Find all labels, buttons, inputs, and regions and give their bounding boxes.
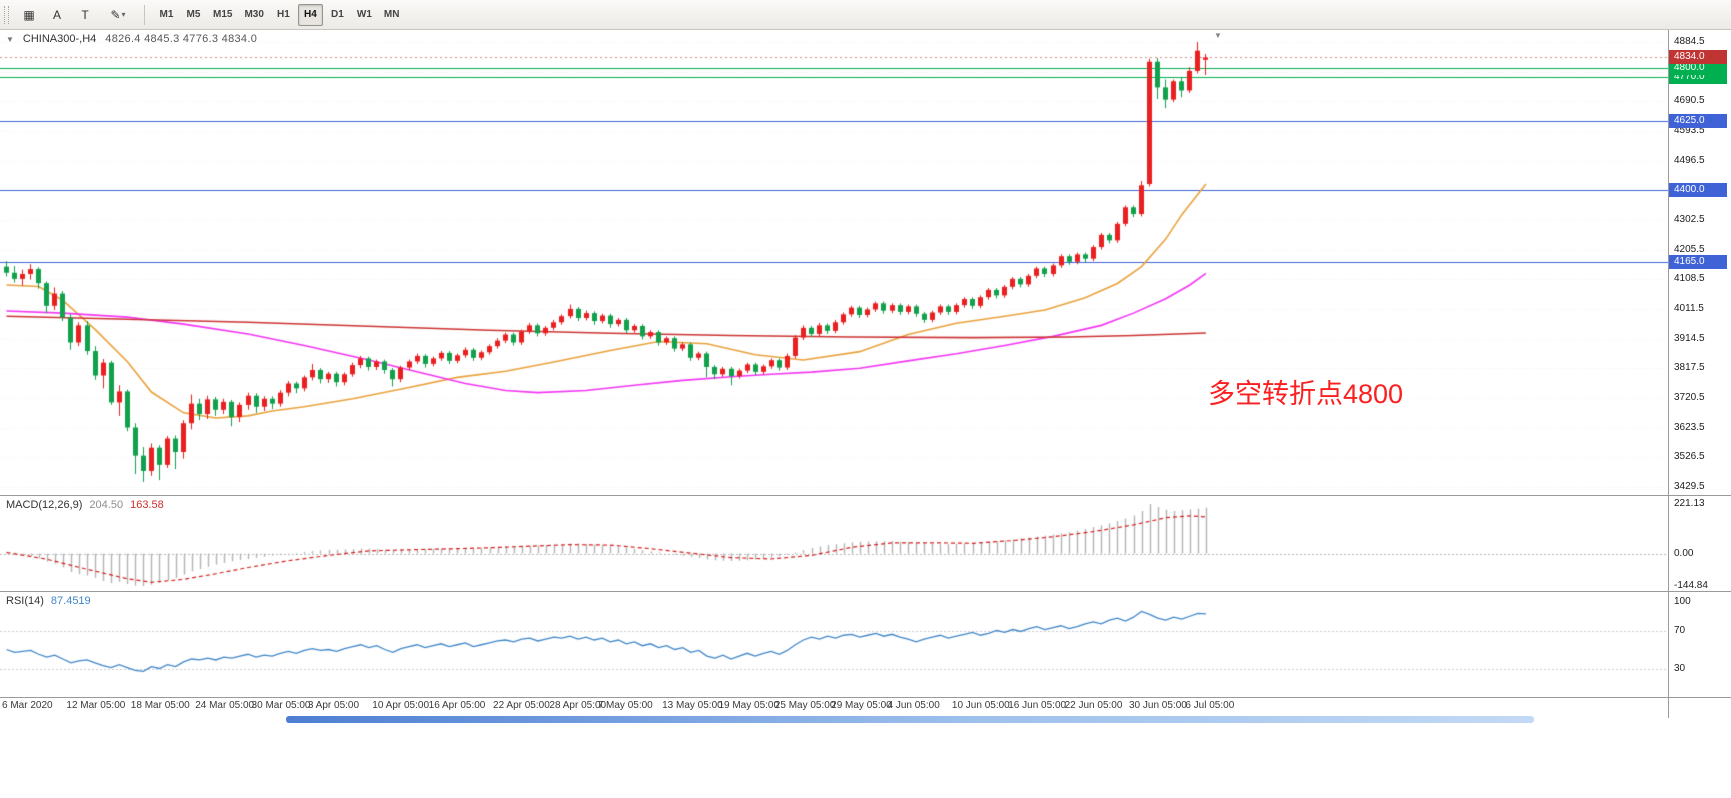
timeframe-button-h4[interactable]: H4 [297, 3, 323, 26]
axis-tick-label: 4884.5 [1674, 36, 1705, 47]
time-axis-label: 6 Mar 2020 [2, 700, 53, 711]
axis-tick-label: 4205.5 [1674, 243, 1705, 255]
axis-tick-label: 30 [1674, 662, 1686, 674]
chart-shift-marker-icon[interactable]: ▼ [1214, 31, 1222, 40]
toolbar-drag-handle[interactable] [4, 5, 9, 24]
time-axis[interactable]: 6 Mar 2020 12 Mar 05:00 18 Mar 05:00 24 Mar… [0, 698, 1668, 716]
rsi-value: 87.4519 [50, 595, 91, 607]
chart-annotation-text: 多空转折点4800 [1208, 379, 1404, 409]
time-axis-label: 16 Jun 05:00 [1008, 700, 1067, 711]
time-axis-label: 19 May 05:00 [718, 700, 780, 711]
axis-tick-label: 3526.5 [1674, 451, 1705, 463]
pencil-icon: ✎ [110, 7, 121, 22]
price-line-box: 4400.0 [1669, 183, 1727, 198]
ohlc-readout: 4826.4 4845.3 4776.3 4834.0 [105, 33, 258, 45]
macd-name-label: MACD(12,26,9) [6, 499, 83, 511]
timeframe-button-m30[interactable]: M30 [239, 4, 268, 26]
text-tool-button[interactable]: T [72, 4, 98, 26]
timeframe-group: M1 M5 M15 M30 H1 H4 D1 W1 MN [153, 3, 405, 26]
axis-tick-label: 100 [1674, 596, 1691, 607]
axis-tick-label: 3817.5 [1674, 362, 1705, 374]
axis-tick-label: 4302.5 [1674, 214, 1705, 225]
axis-tick-label: 3429.5 [1674, 481, 1705, 492]
time-axis-label: 28 Apr 05:00 [549, 700, 607, 711]
time-axis-label: 4 Jun 05:00 [887, 700, 940, 711]
time-axis-label: 7 May 05:00 [597, 700, 653, 711]
current-price-box: 4834.0 [1669, 50, 1727, 65]
cursor-tool-button[interactable]: A [44, 4, 70, 26]
axis-tick-label: 4690.5 [1674, 95, 1705, 107]
price-axis[interactable]: 4884.54787.54690.54593.54496.54399.54302… [1669, 30, 1731, 718]
timeframe-button-m1[interactable]: M1 [154, 4, 179, 26]
time-axis-label: 22 Apr 05:00 [493, 700, 550, 711]
time-axis-label: 3 Apr 05:00 [307, 700, 360, 711]
chart-windows-icon: ▦ [23, 7, 35, 22]
time-axis-label: 25 May 05:00 [774, 700, 836, 711]
macd-label: MACD(12,26,9) 204.50 163.58 [6, 499, 164, 511]
axis-tick-label: 0.00 [1674, 547, 1694, 559]
horizontal-scrollbar-thumb[interactable] [286, 716, 1534, 723]
dropdown-caret-icon: ▾ [121, 10, 126, 19]
timeframe-button-w1[interactable]: W1 [352, 4, 377, 26]
time-axis-label: 30 Jun 05:00 [1129, 700, 1187, 711]
rsi-label: RSI(14) 87.4519 [6, 595, 91, 607]
panel-separator[interactable] [0, 495, 1731, 496]
price-chart-canvas[interactable] [0, 30, 1668, 495]
chart-windows-button[interactable]: ▦ [16, 4, 42, 26]
macd-panel-canvas[interactable] [0, 496, 1668, 591]
rsi-name-label: RSI(14) [6, 595, 44, 607]
axis-separator [1668, 30, 1669, 718]
cursor-tool-icon: A [52, 7, 61, 22]
axis-tick-label: 3623.5 [1674, 421, 1705, 433]
time-axis-label: 10 Apr 05:00 [372, 700, 430, 711]
timeframe-button-mn[interactable]: MN [379, 4, 405, 26]
macd-main-value: 204.50 [89, 499, 124, 511]
macd-signal-value: 163.58 [130, 499, 164, 511]
time-axis-label: 6 Jul 05:00 [1185, 700, 1235, 711]
time-axis-label: 29 May 05:00 [831, 700, 892, 711]
chart-title-bar: ▼ CHINA300-,H4 4826.4 4845.3 4776.3 4834… [6, 33, 257, 45]
timeframe-button-h1[interactable]: H1 [271, 4, 296, 26]
panel-separator [0, 697, 1731, 698]
axis-tick-label: 3720.5 [1674, 392, 1705, 403]
draw-tool-button[interactable]: ✎ ▾ [100, 4, 136, 26]
price-line-box: 4625.0 [1669, 114, 1727, 129]
axis-tick-label: 70 [1674, 624, 1686, 636]
rsi-panel-canvas[interactable] [0, 592, 1668, 697]
price-line-box: 4165.0 [1669, 255, 1727, 270]
axis-tick-label: 4593.5 [1674, 125, 1705, 136]
time-axis-label: 22 Jun 05:00 [1064, 700, 1123, 711]
collapse-arrow-icon[interactable]: ▼ [6, 34, 14, 44]
symbol-timeframe-label: CHINA300-,H4 [22, 33, 97, 45]
time-axis-label: 12 Mar 05:00 [66, 700, 126, 711]
axis-tick-label: 4108.5 [1674, 273, 1705, 285]
toolbar-separator [144, 4, 145, 25]
panel-separator[interactable] [0, 591, 1731, 592]
timeframe-button-m15[interactable]: M15 [208, 4, 237, 26]
time-axis-label: 10 Jun 05:00 [951, 700, 1010, 711]
text-tool-icon: T [81, 7, 89, 22]
axis-tick-label: 221.13 [1674, 498, 1705, 510]
time-axis-label: 24 Mar 05:00 [195, 700, 255, 711]
main-toolbar: ▦ A T ✎ ▾ M1 M5 M15 M30 H1 H4 D1 W1 MN [0, 0, 1731, 30]
axis-tick-label: -144.84 [1674, 580, 1708, 592]
timeframe-button-m5[interactable]: M5 [181, 4, 206, 26]
axis-tick-label: 3914.5 [1674, 332, 1705, 344]
time-axis-label: 13 May 05:00 [662, 700, 723, 711]
timeframe-button-d1[interactable]: D1 [325, 4, 350, 26]
time-axis-label: 16 Apr 05:00 [428, 700, 486, 711]
axis-tick-label: 4011.5 [1674, 303, 1704, 314]
time-axis-label: 30 Mar 05:00 [251, 700, 311, 711]
time-axis-label: 18 Mar 05:00 [130, 700, 190, 711]
axis-tick-label: 4496.5 [1674, 154, 1705, 166]
